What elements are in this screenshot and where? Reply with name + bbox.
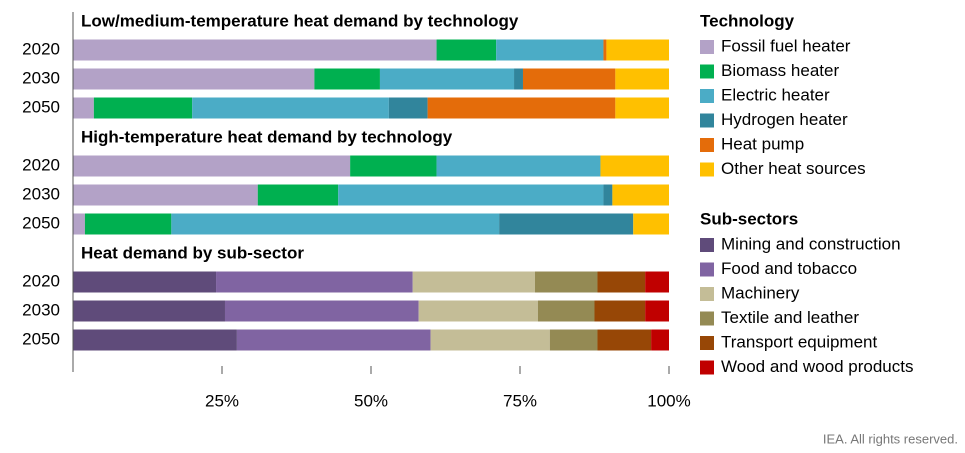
legend-title: Technology: [700, 11, 795, 30]
legend-label: Other heat sources: [721, 159, 866, 178]
bar-segment: [522, 68, 616, 90]
bar-segment: [514, 68, 523, 90]
bar-segment: [93, 97, 193, 119]
legend-swatch: [700, 336, 714, 350]
y-tick-label: 2050: [22, 329, 60, 348]
bar-segment: [430, 329, 550, 351]
legend-label: Electric heater: [721, 85, 830, 104]
legend-swatch: [700, 262, 714, 277]
legend-label: Hydrogen heater: [721, 110, 848, 129]
bar-segment: [379, 68, 515, 90]
bar-segment: [73, 213, 85, 235]
y-tick-label: 2030: [22, 68, 60, 87]
legend-label: Biomass heater: [721, 61, 839, 80]
bar-segment: [192, 97, 389, 119]
bar-segment: [171, 213, 500, 235]
bar-segment: [412, 271, 535, 293]
bar-segment: [338, 184, 604, 206]
panel-title: Heat demand by sub-sector: [81, 243, 304, 262]
x-tick-label: 25%: [205, 391, 239, 410]
legend-label: Wood and wood products: [721, 357, 913, 376]
bar-segment: [537, 300, 595, 322]
bar-segment: [73, 300, 225, 322]
bar-segment: [73, 271, 217, 293]
bar-segment: [499, 213, 634, 235]
bar-segment: [597, 329, 652, 351]
bar-segment: [216, 271, 413, 293]
legend-label: Heat pump: [721, 134, 804, 153]
legend-label: Textile and leather: [721, 308, 859, 327]
bar-segment: [612, 184, 669, 206]
bar-segment: [388, 97, 428, 119]
bar-segment: [436, 39, 497, 61]
panel-title: Low/medium-temperature heat demand by te…: [81, 11, 519, 30]
bar-segment: [84, 213, 172, 235]
bar-segment: [427, 97, 616, 119]
x-tick-label: 50%: [354, 391, 388, 410]
bar-segment: [633, 213, 669, 235]
legend-swatch: [700, 162, 714, 177]
y-tick-label: 2030: [22, 300, 60, 319]
bar-segment: [597, 271, 646, 293]
bar-segment: [615, 97, 669, 119]
bar-segment: [496, 39, 604, 61]
legend-title: Sub-sectors: [700, 209, 798, 228]
bar-segment: [236, 329, 431, 351]
bar-segment: [257, 184, 339, 206]
bar-segment: [224, 300, 419, 322]
y-tick-label: 2020: [22, 271, 60, 290]
bar-segment: [603, 184, 613, 206]
bar-segment: [73, 184, 258, 206]
bar-segment: [436, 155, 601, 177]
legend-swatch: [700, 89, 714, 103]
bar-segment: [594, 300, 646, 322]
bar-segment: [73, 155, 351, 177]
legend-swatch: [700, 40, 714, 54]
legend-label: Machinery: [721, 283, 800, 302]
panel-title: High-temperature heat demand by technolo…: [81, 127, 453, 146]
legend-swatch: [700, 113, 714, 128]
bar-segment: [350, 155, 437, 177]
bar-segment: [600, 155, 669, 177]
x-tick-label: 100%: [647, 391, 690, 410]
bar-segment: [314, 68, 380, 90]
bar-segment: [534, 271, 598, 293]
bar-segment: [651, 329, 669, 351]
source: IEA. All rights reserved.: [823, 431, 958, 446]
bar-segment: [73, 39, 437, 61]
bar-segment: [549, 329, 598, 351]
y-tick-label: 2020: [22, 39, 60, 58]
bar-segment: [645, 300, 669, 322]
bar-segment: [418, 300, 538, 322]
legend-swatch: [700, 360, 714, 375]
y-tick-label: 2050: [22, 97, 60, 116]
legend-label: Fossil fuel heater: [721, 36, 851, 55]
y-tick-label: 2030: [22, 184, 60, 203]
bar-segment: [73, 68, 315, 90]
legend-label: Food and tobacco: [721, 259, 857, 278]
bar-segment: [606, 39, 669, 61]
bar-segment: [645, 271, 669, 293]
legend-swatch: [700, 138, 714, 152]
bar-segment: [73, 97, 94, 119]
bar-segment: [615, 68, 669, 90]
legend-label: Transport equipment: [721, 332, 878, 351]
x-tick-label: 75%: [503, 391, 537, 410]
legend-swatch: [700, 311, 714, 326]
y-tick-label: 2050: [22, 213, 60, 232]
legend-swatch: [700, 238, 714, 252]
y-tick-label: 2020: [22, 155, 60, 174]
legend-swatch: [700, 64, 714, 79]
legend-label: Mining and construction: [721, 234, 901, 253]
bar-segment: [73, 329, 237, 351]
bar-segment: [603, 39, 607, 61]
legend-swatch: [700, 287, 714, 301]
